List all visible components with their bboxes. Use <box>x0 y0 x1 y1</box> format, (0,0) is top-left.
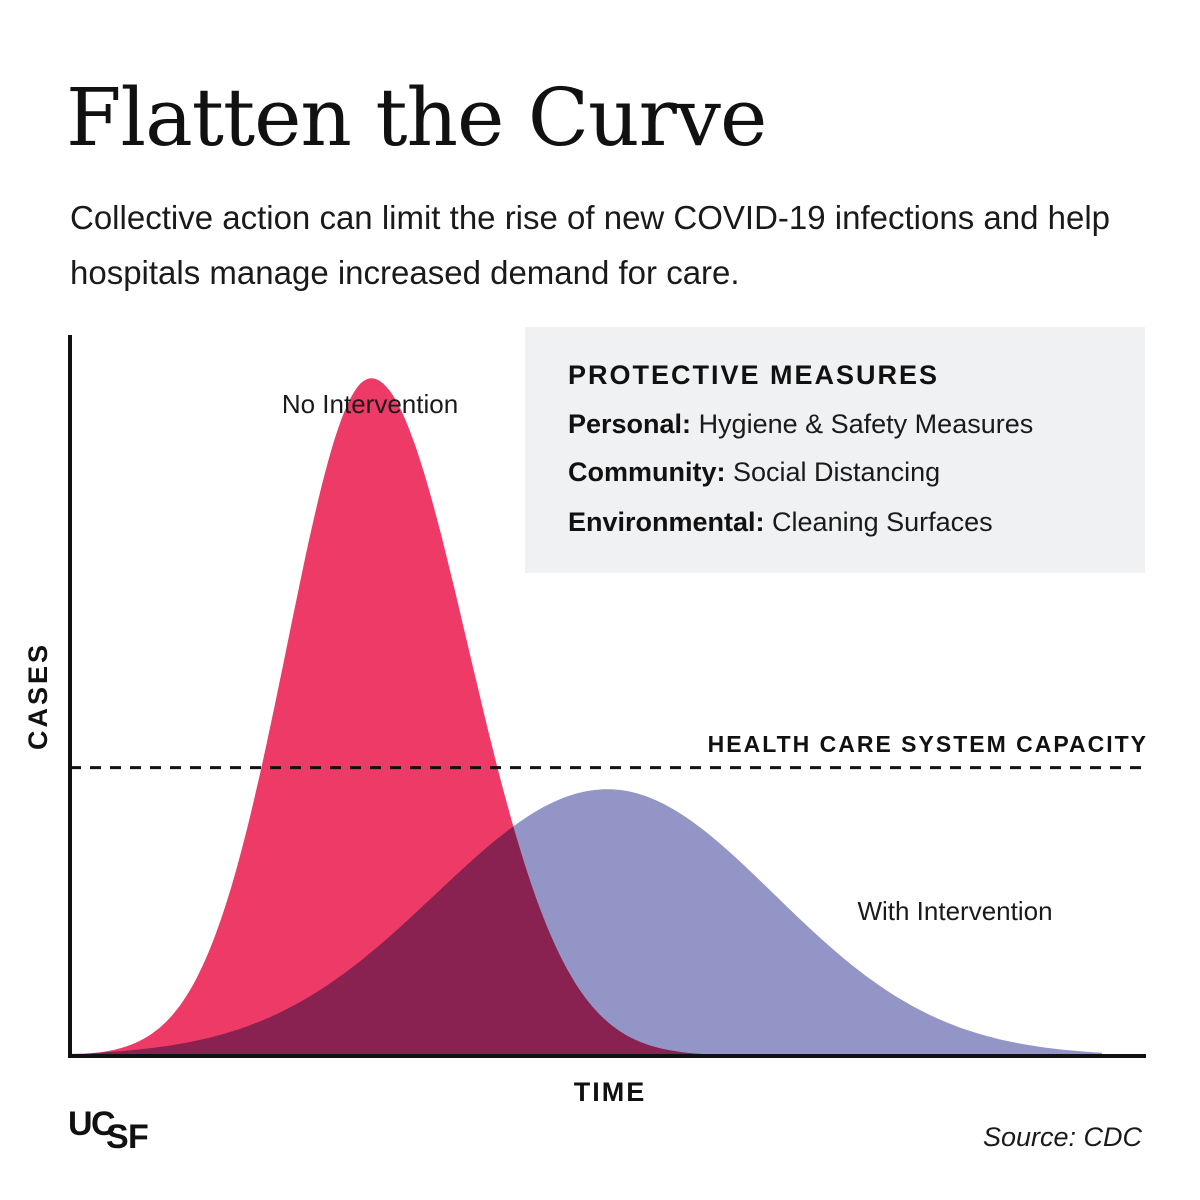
protective-measures-box: PROTECTIVE MEASURES Personal: Hygiene & … <box>525 327 1145 573</box>
logo-letter-u: U <box>68 1105 91 1143</box>
measure-community: Community: Social Distancing <box>568 457 940 488</box>
logo-letter-s: S <box>106 1118 129 1152</box>
measure-personal: Personal: Hygiene & Safety Measures <box>568 409 1033 440</box>
measure-text: Social Distancing <box>733 457 941 487</box>
source-note: Source: CDC <box>982 1122 1142 1152</box>
measure-label: Personal: <box>568 409 692 439</box>
measure-environmental: Environmental: Cleaning Surfaces <box>568 507 993 538</box>
y-axis-label: CASES <box>23 642 53 750</box>
area-no-intervention <box>70 378 844 1056</box>
x-axis-label: TIME <box>574 1077 647 1107</box>
measure-text: Cleaning Surfaces <box>772 507 993 537</box>
series-label-no-intervention: No Intervention <box>282 389 458 419</box>
capacity-label: HEALTH CARE SYSTEM CAPACITY <box>708 731 1148 757</box>
area-with-intervention <box>70 789 1102 1056</box>
measures-heading: PROTECTIVE MEASURES <box>568 360 940 390</box>
measure-text: Hygiene & Safety Measures <box>698 409 1034 439</box>
ucsf-logo: U C S F <box>68 1105 149 1152</box>
page-subtitle: Collective action can limit the rise of … <box>70 199 1110 291</box>
measure-label: Environmental: <box>568 507 765 537</box>
logo-letter-c: C <box>91 1105 116 1143</box>
logo-letter-f: F <box>128 1118 149 1152</box>
series-label-with-intervention: With Intervention <box>857 896 1052 926</box>
measure-label: Community: <box>568 457 726 487</box>
page-title: Flatten the Curve <box>66 71 767 164</box>
